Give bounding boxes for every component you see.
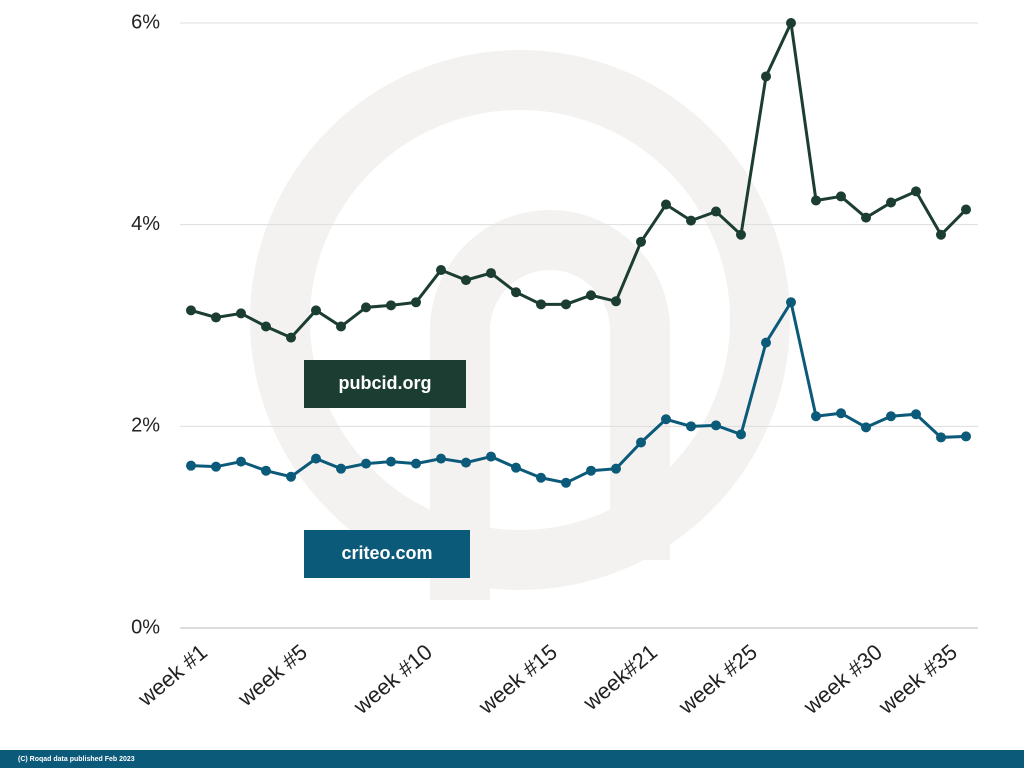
data-point bbox=[336, 463, 346, 474]
footer-bar bbox=[0, 750, 1024, 768]
data-point bbox=[411, 458, 421, 469]
x-tick-label: week #5 bbox=[232, 639, 312, 711]
data-point bbox=[361, 302, 371, 313]
data-point bbox=[386, 456, 396, 467]
data-point bbox=[236, 308, 246, 319]
data-point bbox=[711, 206, 721, 217]
data-point bbox=[486, 451, 496, 462]
data-point bbox=[811, 411, 821, 422]
data-point bbox=[686, 421, 696, 432]
data-point bbox=[186, 460, 196, 471]
data-point bbox=[936, 432, 946, 443]
data-point bbox=[961, 431, 971, 442]
data-point bbox=[736, 429, 746, 440]
data-point bbox=[761, 71, 771, 82]
data-point bbox=[611, 463, 621, 474]
data-point bbox=[211, 312, 221, 323]
data-point bbox=[511, 287, 521, 298]
data-point bbox=[186, 305, 196, 316]
y-tick-label: 4% bbox=[131, 213, 160, 235]
data-point bbox=[486, 268, 496, 279]
data-point bbox=[861, 212, 871, 223]
data-point bbox=[436, 265, 446, 276]
data-point bbox=[261, 465, 271, 476]
data-point bbox=[811, 195, 821, 206]
data-point bbox=[536, 472, 546, 483]
data-point bbox=[236, 456, 246, 467]
data-point bbox=[461, 457, 471, 468]
data-point bbox=[311, 305, 321, 316]
legend-label: criteo.com bbox=[341, 543, 432, 563]
data-point bbox=[836, 191, 846, 202]
data-point bbox=[536, 299, 546, 310]
data-point bbox=[561, 477, 571, 488]
data-point bbox=[561, 299, 571, 310]
legend-box bbox=[304, 530, 470, 578]
data-point bbox=[736, 229, 746, 240]
data-point bbox=[836, 408, 846, 419]
x-tick-label: week #1 bbox=[132, 639, 212, 711]
data-point bbox=[636, 437, 646, 448]
data-point bbox=[511, 462, 521, 473]
data-point bbox=[911, 186, 921, 197]
data-point bbox=[961, 204, 971, 215]
data-point bbox=[936, 229, 946, 240]
watermark bbox=[250, 50, 790, 600]
data-point bbox=[361, 458, 371, 469]
data-point bbox=[661, 199, 671, 210]
data-point bbox=[386, 300, 396, 311]
footer-text: (C) Roqad data published Feb 2023 bbox=[18, 756, 135, 763]
data-point bbox=[636, 236, 646, 247]
data-point bbox=[286, 471, 296, 482]
data-point bbox=[661, 414, 671, 425]
x-tick-label: week #15 bbox=[473, 639, 562, 719]
data-point bbox=[686, 215, 696, 226]
data-point bbox=[436, 453, 446, 464]
data-point bbox=[611, 296, 621, 307]
data-point bbox=[886, 197, 896, 208]
data-point bbox=[311, 453, 321, 464]
x-tick-label: week #10 bbox=[348, 639, 437, 719]
legend-label: pubcid.org bbox=[339, 373, 432, 393]
data-point bbox=[586, 465, 596, 476]
x-tick-label: week #35 bbox=[873, 639, 962, 719]
x-tick-label: week#21 bbox=[578, 639, 662, 715]
y-tick-label: 6% bbox=[131, 11, 160, 33]
x-tick-label: week #30 bbox=[798, 639, 887, 719]
data-point bbox=[211, 461, 221, 472]
data-point bbox=[886, 411, 896, 422]
data-point bbox=[586, 290, 596, 301]
data-point bbox=[911, 409, 921, 420]
data-point bbox=[461, 275, 471, 286]
y-tick-label: 2% bbox=[131, 415, 160, 437]
data-point bbox=[786, 18, 796, 28]
data-point bbox=[411, 297, 421, 308]
data-point bbox=[861, 422, 871, 433]
data-point bbox=[336, 321, 346, 332]
data-point bbox=[786, 297, 796, 308]
y-tick-label: 0% bbox=[131, 616, 160, 638]
data-point bbox=[261, 321, 271, 332]
legend-box bbox=[304, 360, 466, 408]
x-tick-label: week #25 bbox=[673, 639, 762, 719]
data-point bbox=[286, 332, 296, 343]
data-point bbox=[711, 420, 721, 431]
data-point bbox=[761, 337, 771, 348]
